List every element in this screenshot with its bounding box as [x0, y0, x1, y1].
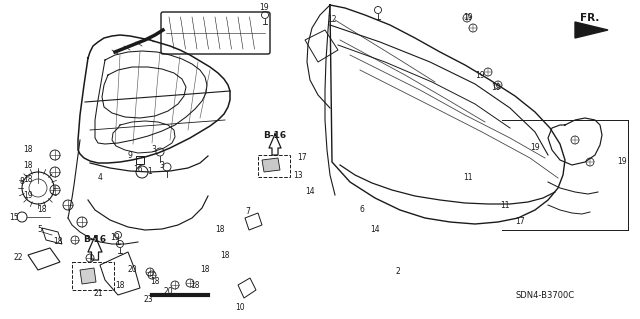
Bar — [258, 155, 290, 177]
Text: 10: 10 — [235, 303, 245, 313]
Text: 11: 11 — [500, 201, 509, 210]
Text: 18: 18 — [23, 145, 33, 154]
Bar — [136, 156, 144, 164]
Text: B-16: B-16 — [83, 235, 107, 244]
Polygon shape — [575, 22, 608, 38]
Text: 7: 7 — [246, 207, 250, 217]
Text: 22: 22 — [13, 254, 23, 263]
Text: 12: 12 — [327, 16, 337, 25]
Text: 8: 8 — [20, 177, 24, 187]
Text: 19: 19 — [23, 190, 33, 199]
Text: B-16: B-16 — [264, 131, 287, 140]
Text: 11: 11 — [463, 174, 473, 182]
Text: 19: 19 — [110, 234, 120, 242]
Text: 3: 3 — [159, 160, 164, 169]
Text: 14: 14 — [305, 188, 315, 197]
Text: 3: 3 — [152, 145, 156, 154]
Text: 18: 18 — [115, 280, 125, 290]
Text: 21: 21 — [93, 288, 103, 298]
Text: 13: 13 — [293, 170, 303, 180]
Text: 18: 18 — [23, 160, 33, 169]
Text: 18: 18 — [53, 238, 63, 247]
Text: 20: 20 — [127, 265, 137, 275]
Text: 2: 2 — [396, 268, 401, 277]
Text: 19: 19 — [617, 158, 627, 167]
Text: 19: 19 — [463, 13, 473, 23]
Text: 17: 17 — [297, 153, 307, 162]
Text: 15: 15 — [9, 212, 19, 221]
Text: 6: 6 — [360, 205, 364, 214]
Text: 20: 20 — [163, 287, 173, 296]
Text: 18: 18 — [37, 205, 47, 214]
Text: 19: 19 — [475, 70, 485, 79]
Text: 19: 19 — [530, 144, 540, 152]
Text: 23: 23 — [143, 295, 153, 305]
Polygon shape — [262, 158, 280, 172]
Text: 9: 9 — [127, 151, 132, 160]
Text: 17: 17 — [515, 218, 525, 226]
Text: 19: 19 — [491, 84, 501, 93]
Text: 5: 5 — [38, 226, 42, 234]
Text: 4: 4 — [97, 174, 102, 182]
Text: 14: 14 — [370, 226, 380, 234]
Text: 19: 19 — [259, 4, 269, 12]
Text: 18: 18 — [215, 226, 225, 234]
Text: 18: 18 — [23, 175, 33, 184]
Text: 18: 18 — [190, 280, 200, 290]
Text: 16: 16 — [133, 166, 143, 174]
Text: 1: 1 — [148, 167, 152, 176]
Text: FR.: FR. — [580, 13, 600, 23]
Text: 18: 18 — [150, 278, 160, 286]
Text: 18: 18 — [200, 265, 210, 275]
Bar — [72, 262, 114, 290]
Text: 18: 18 — [220, 250, 230, 259]
Polygon shape — [80, 268, 96, 284]
Text: SDN4-B3700C: SDN4-B3700C — [515, 291, 574, 300]
